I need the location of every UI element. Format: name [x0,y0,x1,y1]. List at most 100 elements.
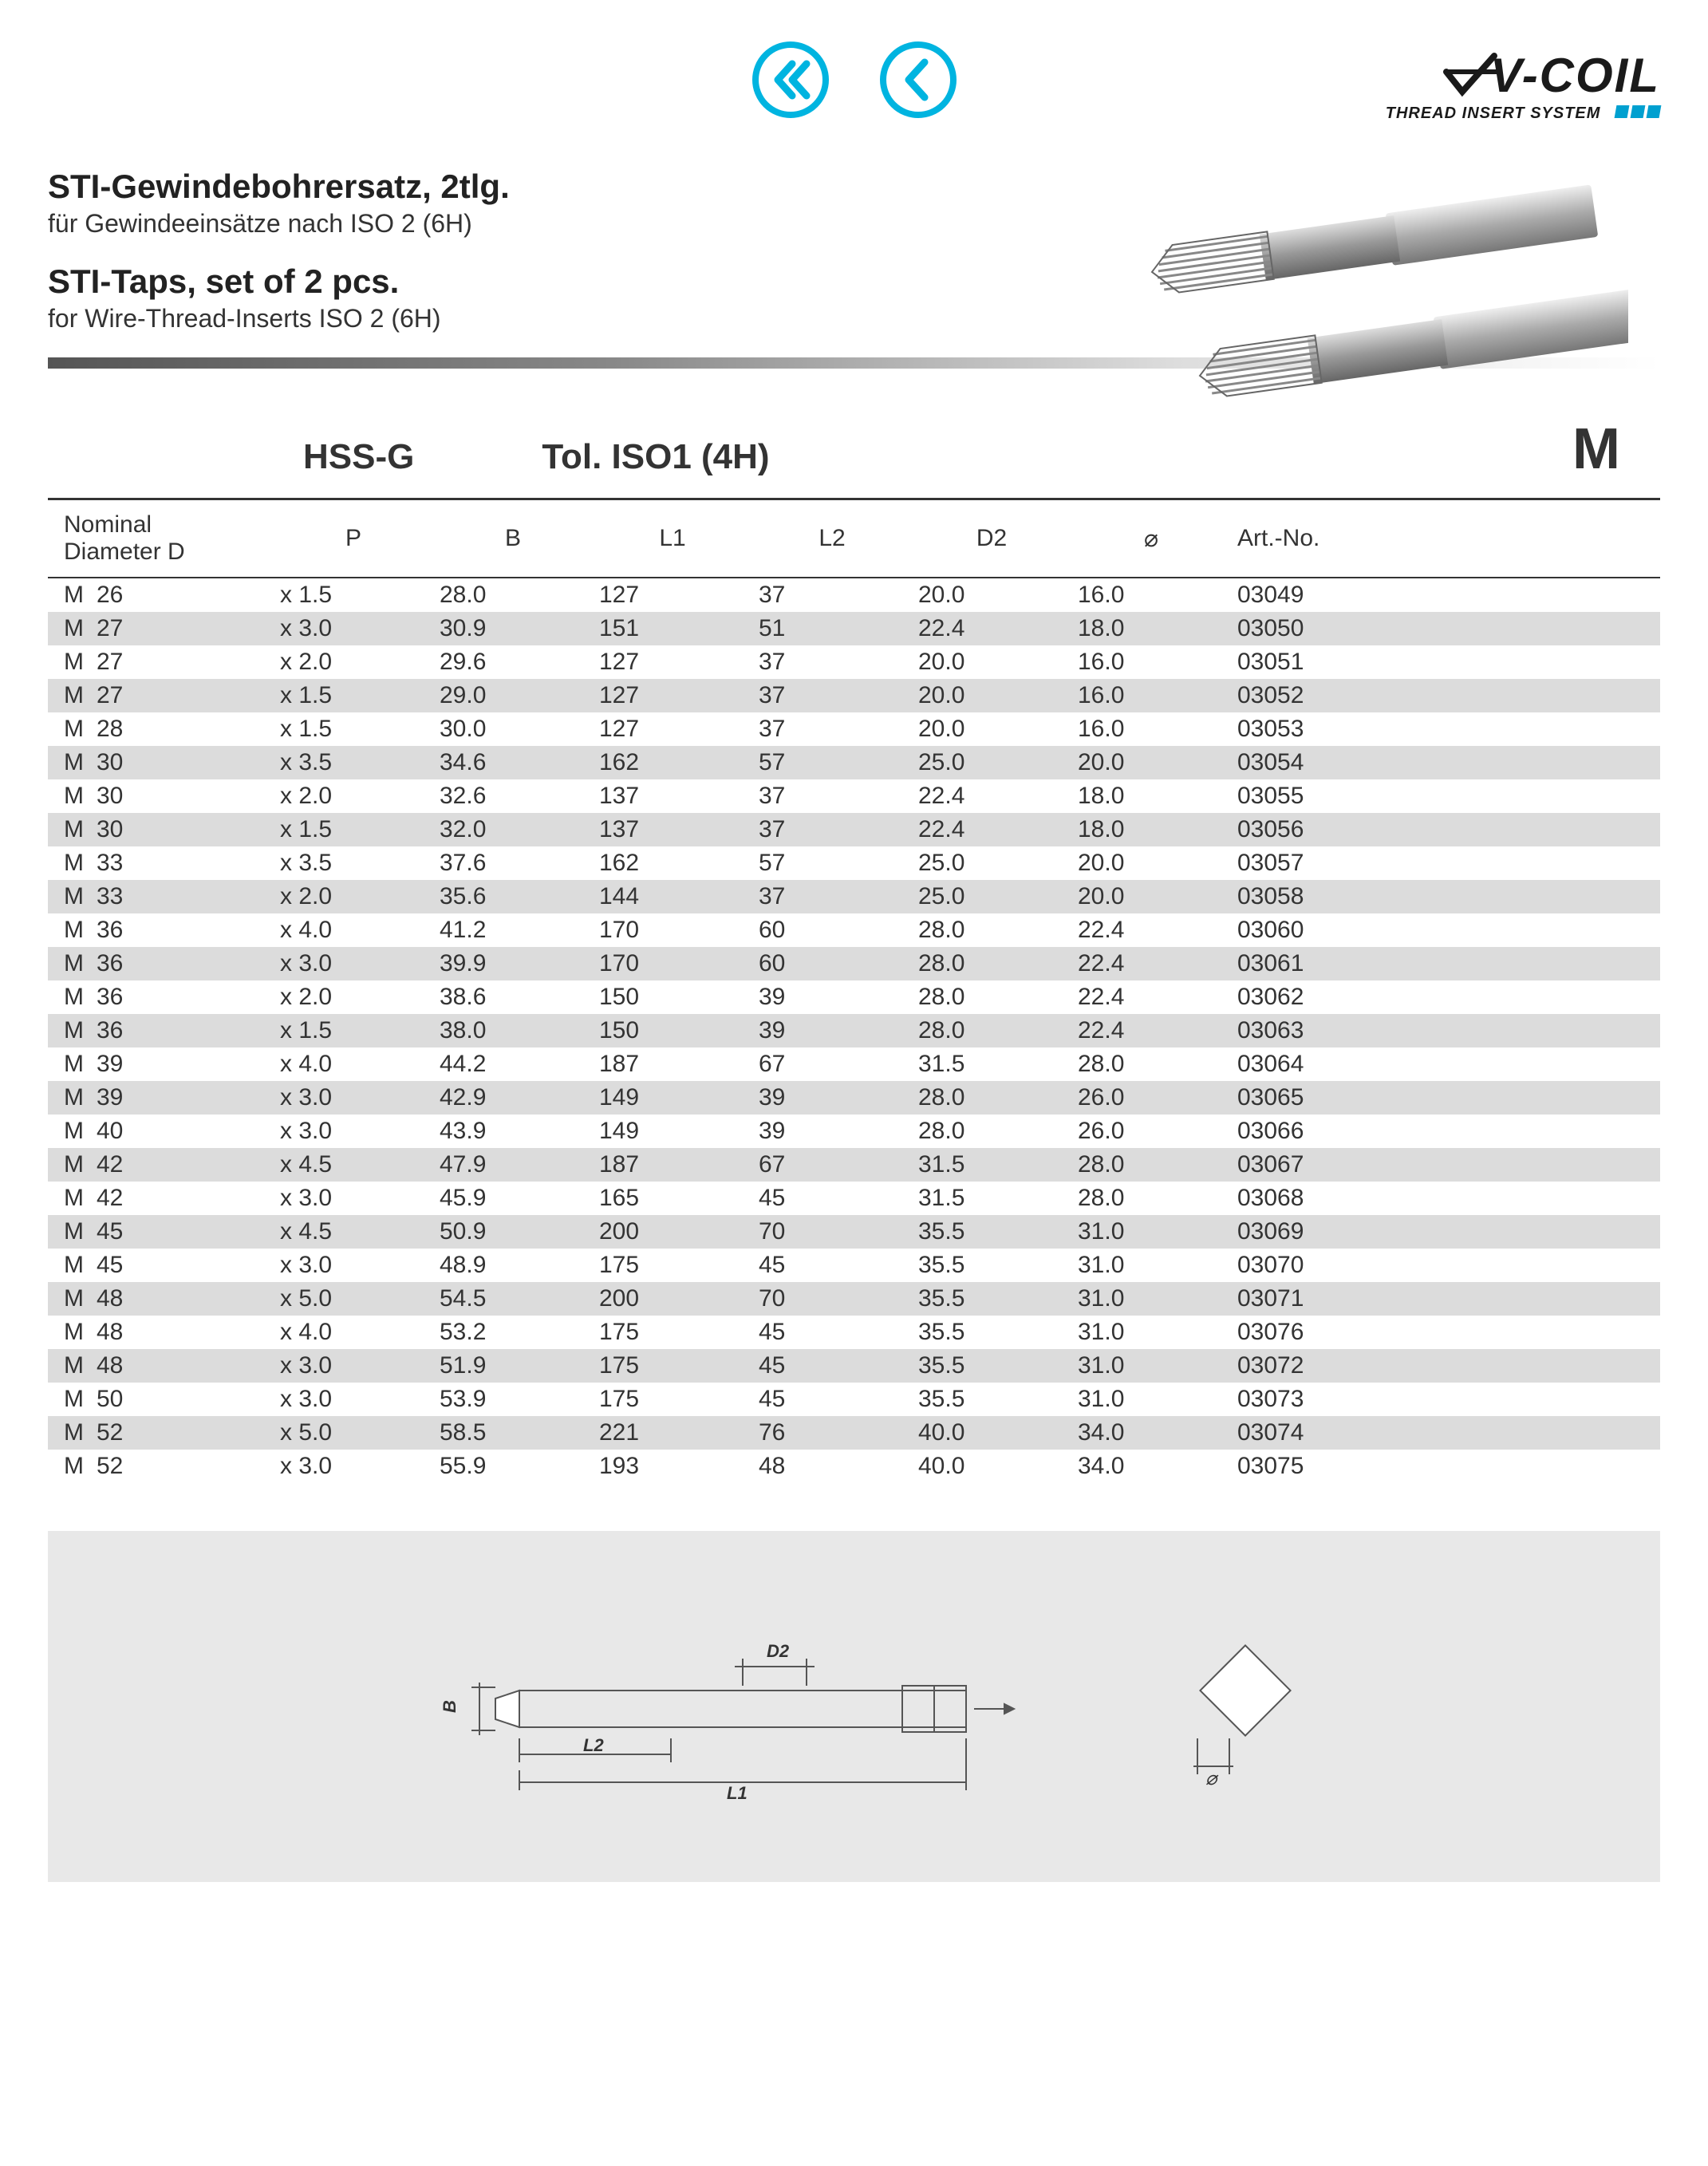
cell-d: 36 [90,947,274,980]
cell-m: M [48,1416,90,1450]
cell-art: 03055 [1231,779,1422,813]
cell-m: M [48,612,90,645]
cell-spacer [1422,1182,1660,1215]
cell-d2: 28.0 [912,980,1071,1014]
cell-d: 52 [90,1416,274,1450]
cell-p: x 1.5 [274,712,433,746]
nav-first-button[interactable] [751,40,830,120]
cell-m: M [48,1450,90,1483]
cell-b: 50.9 [433,1215,593,1249]
cell-l1: 127 [593,712,752,746]
nav-prev-button[interactable] [878,40,958,120]
cell-p: x 1.5 [274,1014,433,1047]
cell-l1: 200 [593,1282,752,1316]
cell-dia: 31.0 [1071,1249,1231,1282]
table-row: M27x 3.030.91515122.418.003050 [48,612,1660,645]
cell-l1: 150 [593,1014,752,1047]
cell-dia: 22.4 [1071,980,1231,1014]
cell-spacer [1422,913,1660,947]
cell-d: 39 [90,1047,274,1081]
cell-l2: 37 [752,779,912,813]
header-section: STI-Gewindebohrersatz, 2tlg. für Gewinde… [48,168,1660,369]
cell-b: 58.5 [433,1416,593,1450]
cell-l1: 165 [593,1182,752,1215]
cell-d2: 25.0 [912,746,1071,779]
cell-p: x 4.5 [274,1215,433,1249]
cell-art: 03052 [1231,679,1422,712]
cell-d: 26 [90,578,274,612]
cell-art: 03074 [1231,1416,1422,1450]
cell-dia: 18.0 [1071,779,1231,813]
cell-d: 45 [90,1249,274,1282]
double-chevron-left-icon [751,40,830,120]
cell-dia: 16.0 [1071,645,1231,679]
cell-p: x 3.0 [274,1081,433,1115]
cell-p: x 2.0 [274,645,433,679]
cell-l1: 144 [593,880,752,913]
cell-b: 38.6 [433,980,593,1014]
cell-art: 03054 [1231,746,1422,779]
cell-art: 03060 [1231,913,1422,947]
cell-m: M [48,1249,90,1282]
cell-p: x 4.0 [274,913,433,947]
cell-d: 40 [90,1115,274,1148]
cell-d2: 31.5 [912,1148,1071,1182]
table-row: M42x 4.547.91876731.528.003067 [48,1148,1660,1182]
cell-art: 03056 [1231,813,1422,846]
cell-d: 30 [90,779,274,813]
cell-d2: 20.0 [912,712,1071,746]
cell-spacer [1422,612,1660,645]
cell-art: 03067 [1231,1148,1422,1182]
table-row: M27x 1.529.01273720.016.003052 [48,679,1660,712]
cell-l2: 37 [752,578,912,612]
table-row: M48x 4.053.21754535.531.003076 [48,1316,1660,1349]
cell-d: 27 [90,612,274,645]
brand-logo: V-COIL [1386,48,1660,103]
table-row: M36x 2.038.61503928.022.403062 [48,980,1660,1014]
cell-b: 35.6 [433,880,593,913]
cell-spacer [1422,779,1660,813]
cell-art: 03075 [1231,1450,1422,1483]
cell-b: 28.0 [433,578,593,612]
cell-l2: 37 [752,679,912,712]
cell-l1: 170 [593,947,752,980]
cell-l1: 175 [593,1349,752,1383]
cell-art: 03057 [1231,846,1422,880]
cell-spacer [1422,1249,1660,1282]
cell-b: 32.6 [433,779,593,813]
cell-spacer [1422,1115,1660,1148]
cell-l1: 162 [593,746,752,779]
table-row: M27x 2.029.61273720.016.003051 [48,645,1660,679]
cell-art: 03066 [1231,1115,1422,1148]
cell-b: 37.6 [433,846,593,880]
spec-tolerance: Tol. ISO1 (4H) [542,437,769,477]
cell-spacer [1422,679,1660,712]
cell-dia: 31.0 [1071,1215,1231,1249]
cell-spacer [1422,846,1660,880]
cell-dia: 31.0 [1071,1316,1231,1349]
cell-l1: 175 [593,1383,752,1416]
col-nominal-l2: Diameter D [64,539,267,566]
cell-l1: 151 [593,612,752,645]
cell-d: 36 [90,913,274,947]
diagram-panel: D2 B L2 L1 ⌀ [48,1531,1660,1882]
cell-l2: 45 [752,1316,912,1349]
cell-l1: 200 [593,1215,752,1249]
cell-dia: 16.0 [1071,578,1231,612]
cell-dia: 28.0 [1071,1047,1231,1081]
cell-art: 03063 [1231,1014,1422,1047]
spec-material: HSS-G [303,437,414,477]
cell-d: 36 [90,1014,274,1047]
cell-art: 03076 [1231,1316,1422,1349]
cell-b: 30.9 [433,612,593,645]
cell-m: M [48,645,90,679]
cell-l1: 175 [593,1316,752,1349]
cell-art: 03069 [1231,1215,1422,1249]
cell-b: 32.0 [433,813,593,846]
cell-d: 42 [90,1182,274,1215]
cell-m: M [48,679,90,712]
cell-d: 36 [90,980,274,1014]
brand-logo-block: V-COIL THREAD INSERT SYSTEM [1386,48,1660,123]
cell-spacer [1422,1416,1660,1450]
cell-spacer [1422,1316,1660,1349]
